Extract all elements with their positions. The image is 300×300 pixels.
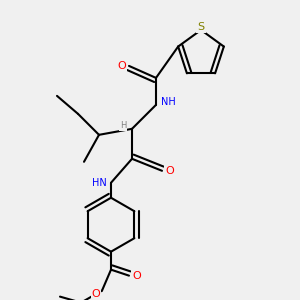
Text: O: O xyxy=(132,271,141,281)
Text: O: O xyxy=(92,289,100,298)
Text: H: H xyxy=(120,121,126,130)
Text: O: O xyxy=(165,166,174,176)
Text: NH: NH xyxy=(160,97,175,107)
Text: S: S xyxy=(197,22,205,32)
Text: HN: HN xyxy=(92,178,106,188)
Text: O: O xyxy=(117,61,126,71)
